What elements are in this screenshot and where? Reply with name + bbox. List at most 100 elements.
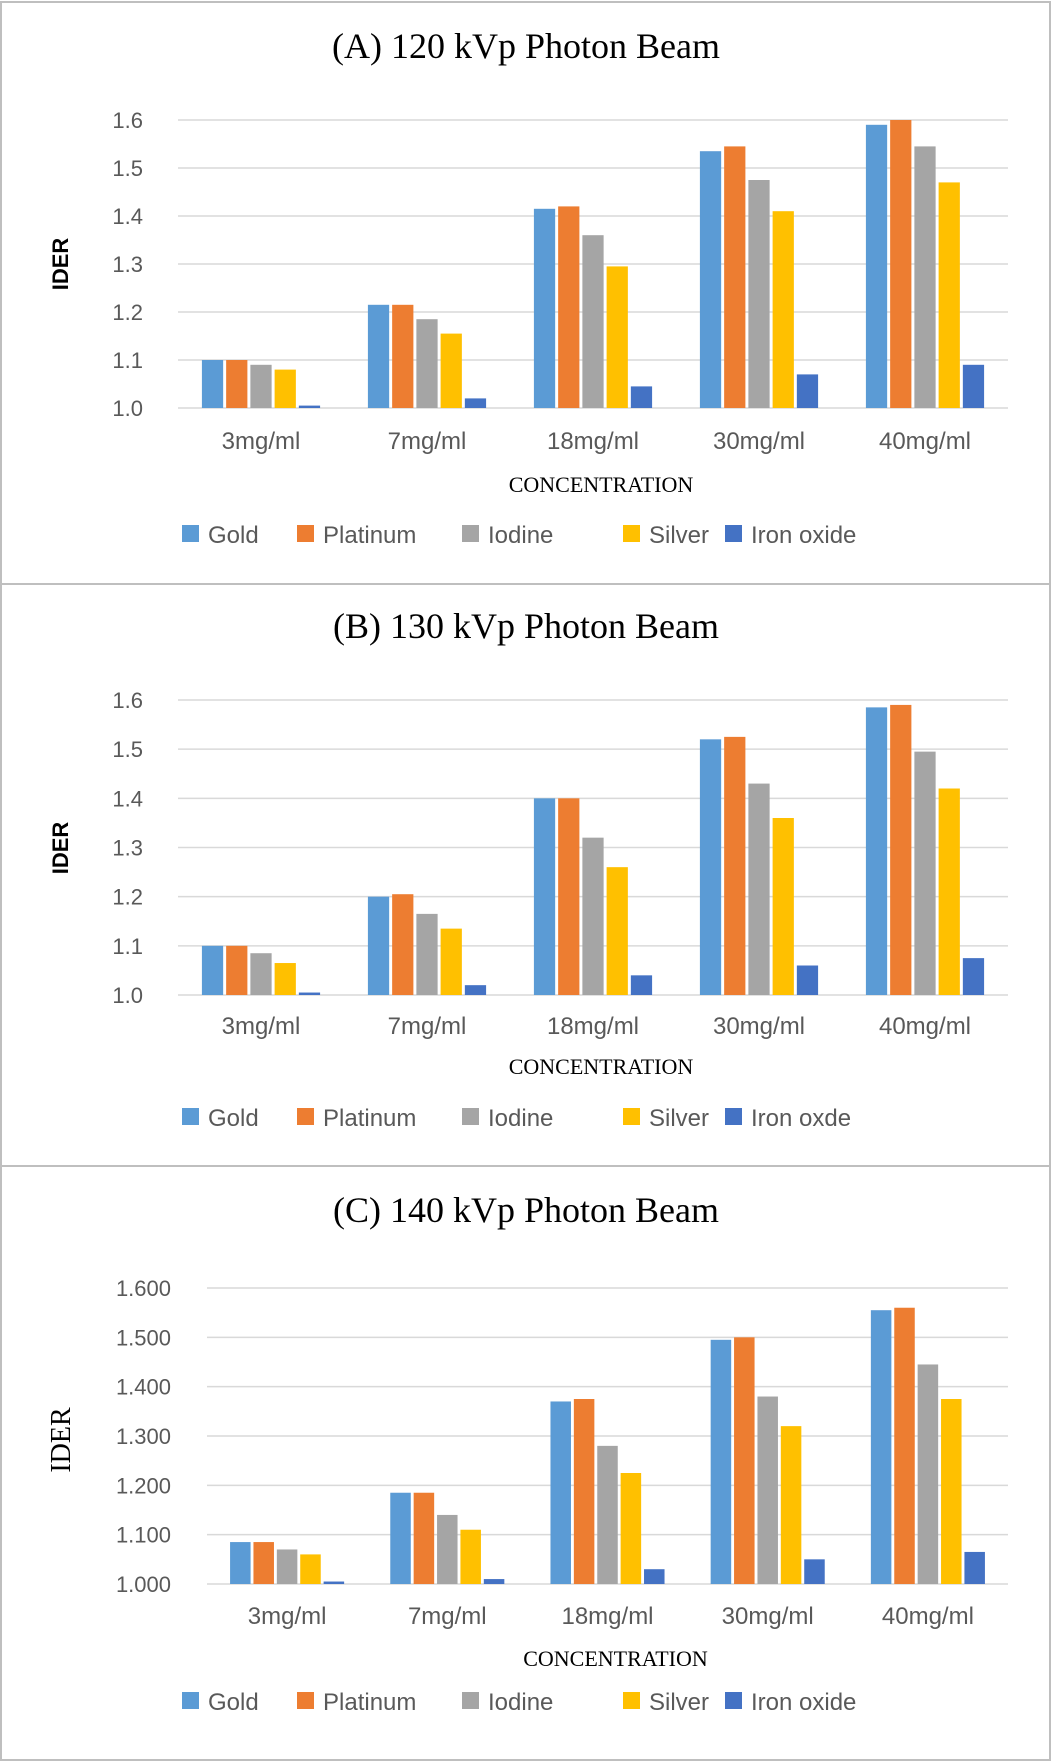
bar-iron-oxide-30mg-per-ml [804, 1559, 825, 1584]
bar-silver-30mg-per-ml [780, 1426, 802, 1584]
bar-gold-7mg-per-ml [367, 896, 390, 995]
bar-iodine-40mg-per-ml [917, 1364, 939, 1584]
chart-panel-c: (C) 140 kVp Photon Beam 1.000 1.100 1.200 1.… [0, 1165, 1051, 1761]
x-axis-title: CONCENTRATION [509, 472, 694, 497]
chart-title: (A) 120 kVp Photon Beam [332, 26, 720, 66]
x-tick-label: 7mg/ml [388, 428, 467, 455]
x-tick-label: 18mg/ml [561, 1603, 653, 1630]
legend-swatch [462, 1692, 479, 1709]
legend-label: Gold [208, 1105, 259, 1132]
y-tick-label: 1.4 [112, 204, 143, 229]
x-tick-label: 3mg/ml [248, 1603, 327, 1630]
y-tick-label: 1.4 [112, 786, 143, 811]
chart-panel-b: (B) 130 kVp Photon Beam 1.0 1.1 1.2 1.3 1.4 1.… [0, 583, 1051, 1167]
x-tick-label: 40mg/ml [882, 1603, 974, 1630]
bar-platinum-3mg-per-ml [226, 360, 248, 408]
bar-iodine-30mg-per-ml [748, 783, 770, 995]
y-tick-label: 1.0 [112, 396, 143, 421]
bar-silver-40mg-per-ml [938, 182, 960, 408]
legend-label: Iodine [488, 1105, 553, 1132]
x-tick-label: 18mg/ml [547, 428, 639, 455]
bar-platinum-18mg-per-ml [573, 1399, 595, 1584]
legend-label: Platinum [323, 522, 416, 549]
bar-iron-oxde-18mg-per-ml [630, 975, 653, 995]
legend-label: Silver [649, 1689, 709, 1716]
bar-platinum-3mg-per-ml [253, 1542, 274, 1584]
bar-gold-3mg-per-ml [201, 945, 224, 995]
bar-silver-18mg-per-ml [606, 867, 628, 995]
x-tick-label: 30mg/ml [713, 428, 805, 455]
legend-swatch [297, 1692, 314, 1709]
bar-iodine-3mg-per-ml [250, 364, 272, 408]
legend-swatch [462, 525, 479, 542]
y-tick-label: 1.100 [116, 1523, 171, 1548]
legend-swatch [182, 1692, 199, 1709]
bar-iodine-18mg-per-ml [597, 1445, 618, 1584]
bar-platinum-30mg-per-ml [724, 736, 746, 995]
y-tick-label: 1.3 [112, 252, 143, 277]
bar-silver-3mg-per-ml [274, 369, 296, 408]
bar-gold-30mg-per-ml [710, 1339, 732, 1584]
legend-label: Silver [649, 522, 709, 549]
legend-label: Iron oxide [751, 522, 856, 549]
y-tick-label: 1.400 [116, 1375, 171, 1400]
bar-gold-40mg-per-ml [865, 707, 888, 995]
legend-swatch [623, 1108, 640, 1125]
y-tick-label: 1.2 [112, 300, 143, 325]
y-axis-title: IDER [48, 238, 73, 291]
legend-swatch [182, 525, 199, 542]
bar-iron-oxde-30mg-per-ml [796, 965, 819, 995]
bar-iodine-7mg-per-ml [416, 913, 438, 995]
bar-gold-7mg-per-ml [367, 304, 390, 408]
legend-swatch [297, 1108, 314, 1125]
bar-platinum-30mg-per-ml [734, 1337, 755, 1584]
bar-iodine-7mg-per-ml [416, 319, 438, 408]
bar-iodine-7mg-per-ml [437, 1514, 458, 1584]
legend-swatch [462, 1108, 479, 1125]
legend-swatch [623, 1692, 640, 1709]
x-tick-label: 7mg/ml [388, 1013, 467, 1040]
bar-iron-oxde-7mg-per-ml [464, 985, 487, 995]
bar-iodine-30mg-per-ml [748, 180, 770, 408]
y-tick-label: 1.500 [116, 1325, 171, 1350]
bar-gold-40mg-per-ml [870, 1310, 892, 1584]
legend-label: Gold [208, 1689, 259, 1716]
y-tick-label: 1.600 [116, 1276, 171, 1301]
y-tick-label: 1.6 [112, 688, 143, 713]
legend-label: Iron oxde [751, 1105, 851, 1132]
bar-platinum-18mg-per-ml [558, 206, 580, 408]
x-tick-label: 3mg/ml [222, 428, 301, 455]
bar-platinum-40mg-per-ml [894, 1307, 915, 1584]
bar-silver-3mg-per-ml [274, 963, 296, 995]
bar-silver-40mg-per-ml [938, 788, 960, 995]
x-tick-label: 30mg/ml [713, 1013, 805, 1040]
legend-swatch [725, 1692, 742, 1709]
chart-panel-a: (A) 120 kVp Photon Beam 1.0 1.1 1.2 1.3 1.4 1.… [0, 1, 1051, 585]
legend-label: Iron oxide [751, 1689, 856, 1716]
bar-iodine-18mg-per-ml [582, 837, 604, 995]
bar-platinum-7mg-per-ml [392, 894, 414, 995]
bar-iron-oxide-30mg-per-ml [796, 374, 819, 408]
bar-gold-18mg-per-ml [533, 798, 556, 995]
bar-platinum-30mg-per-ml [724, 146, 746, 408]
y-axis-title: IDER [46, 1407, 77, 1473]
bar-iodine-30mg-per-ml [757, 1396, 778, 1584]
bar-iron-oxide-40mg-per-ml [964, 1551, 985, 1584]
y-tick-label: 1.000 [116, 1572, 171, 1597]
legend-swatch [182, 1108, 199, 1125]
bar-gold-18mg-per-ml [550, 1401, 571, 1584]
y-tick-label: 1.300 [116, 1424, 171, 1449]
bar-iron-oxide-7mg-per-ml [483, 1579, 505, 1584]
bar-gold-40mg-per-ml [865, 124, 888, 409]
x-axis-title: CONCENTRATION [523, 1646, 708, 1671]
bar-iodine-3mg-per-ml [276, 1549, 298, 1584]
y-axis-title: IDER [48, 822, 73, 875]
bar-silver-18mg-per-ml [620, 1473, 642, 1584]
legend-label: Platinum [323, 1689, 416, 1716]
legend-swatch [623, 525, 640, 542]
bar-iron-oxide-7mg-per-ml [464, 398, 487, 408]
bar-silver-7mg-per-ml [440, 928, 462, 995]
bar-iron-oxde-3mg-per-ml [298, 992, 321, 995]
y-tick-label: 1.6 [112, 108, 143, 133]
